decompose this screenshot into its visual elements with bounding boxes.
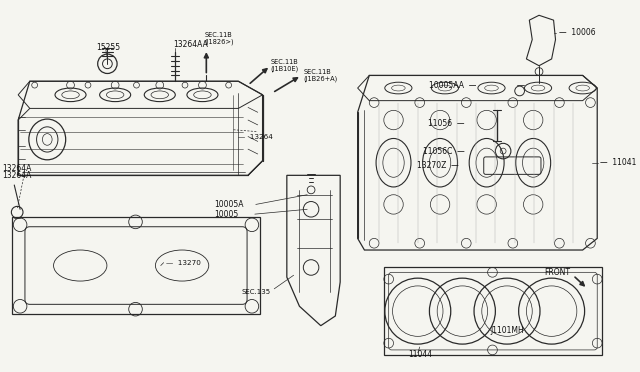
Text: 10005: 10005 <box>214 210 238 219</box>
Text: FRONT: FRONT <box>544 268 570 277</box>
Text: —  13270: — 13270 <box>166 260 200 266</box>
Text: (J1B10E): (J1B10E) <box>270 65 299 72</box>
Text: 10005A: 10005A <box>214 200 244 209</box>
Text: (J1B26+A): (J1B26+A) <box>303 75 337 81</box>
Text: J1101MH: J1101MH <box>490 326 524 335</box>
Text: SEC.11B: SEC.11B <box>270 59 298 65</box>
Text: 15255: 15255 <box>96 43 120 52</box>
Text: 10005AA  —: 10005AA — <box>429 81 476 90</box>
Text: 13264AA: 13264AA <box>173 40 208 49</box>
Text: 13264A: 13264A <box>3 164 32 173</box>
Text: —  11041: — 11041 <box>600 158 637 167</box>
Text: SEC.135: SEC.135 <box>241 289 270 295</box>
Text: 11044: 11044 <box>408 350 432 359</box>
Text: 13270Z  —: 13270Z — <box>417 161 458 170</box>
Text: (J1826>): (J1826>) <box>204 38 234 45</box>
Text: —  10006: — 10006 <box>559 28 596 37</box>
Text: —  13264: — 13264 <box>238 134 273 140</box>
Text: 11056  —: 11056 — <box>428 119 465 128</box>
Text: SEC.11B: SEC.11B <box>204 32 232 38</box>
Text: 13264A: 13264A <box>3 171 32 180</box>
Text: SEC.11B: SEC.11B <box>303 68 331 74</box>
Text: 11056C  —: 11056C — <box>422 147 465 155</box>
